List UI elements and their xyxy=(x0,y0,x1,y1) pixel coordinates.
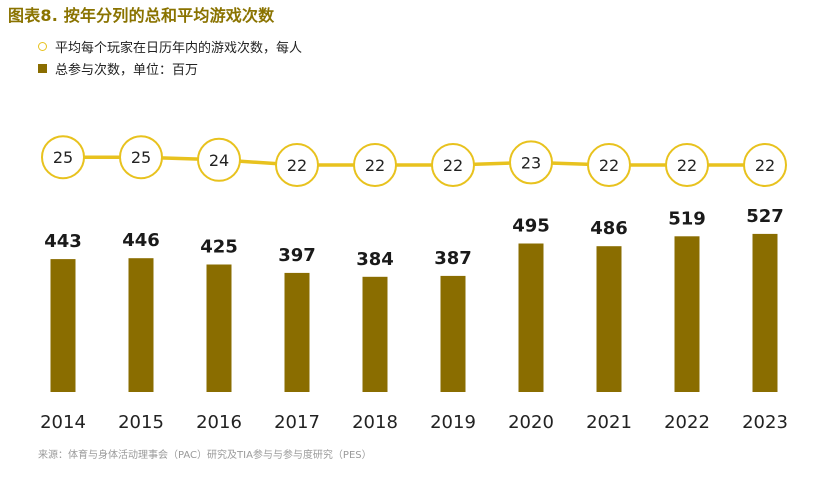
x-tick-label-2018: 2018 xyxy=(352,412,398,433)
line-value-label-2023: 22 xyxy=(755,156,775,175)
x-tick-label-2020: 2020 xyxy=(508,412,554,433)
bar-2021 xyxy=(596,246,622,392)
bar-value-label-2021: 486 xyxy=(590,218,628,239)
line-value-label-2020: 23 xyxy=(521,153,541,172)
line-value-label-2017: 22 xyxy=(287,156,307,175)
average-plays-line xyxy=(63,155,765,167)
x-tick-label-2019: 2019 xyxy=(430,412,476,433)
bar-2022 xyxy=(674,236,700,392)
bar-value-label-2023: 527 xyxy=(746,206,784,227)
bar-2015 xyxy=(128,258,154,392)
line-value-label-2021: 22 xyxy=(599,156,619,175)
line-point-2023 xyxy=(743,143,787,187)
x-tick-label-2015: 2015 xyxy=(118,412,164,433)
bar-value-label-2018: 384 xyxy=(356,249,394,270)
bar-2014 xyxy=(50,259,76,392)
source-note: 来源：体育与身体活动理事会（PAC）研究及TIA参与与参与度研究（PES） xyxy=(38,450,372,461)
bar-value-label-2019: 387 xyxy=(434,248,472,269)
bar-2016 xyxy=(206,264,232,392)
legend-item-average-plays: 平均每个玩家在日历年内的游戏次数，每人 xyxy=(38,37,302,56)
circle-marker-icon xyxy=(38,42,47,51)
legend-label-average-plays: 平均每个玩家在日历年内的游戏次数，每人 xyxy=(55,41,303,56)
line-point-2020 xyxy=(509,140,553,185)
line-point-2018 xyxy=(353,143,397,187)
bar-value-label-2015: 446 xyxy=(122,230,160,251)
x-tick-label-2016: 2016 xyxy=(196,412,242,433)
square-marker-icon xyxy=(38,64,47,73)
line-point-2021 xyxy=(587,143,631,187)
bar-value-label-2016: 425 xyxy=(200,237,238,258)
line-point-2017 xyxy=(275,143,319,187)
x-tick-label-2021: 2021 xyxy=(586,412,632,433)
bar-value-label-2022: 519 xyxy=(668,208,706,229)
legend-item-total-participation: 总参与次数，单位：百万 xyxy=(38,59,198,78)
line-value-label-2015: 25 xyxy=(131,148,151,167)
x-tick-label-2014: 2014 xyxy=(40,412,86,433)
line-point-2022 xyxy=(665,143,709,187)
x-tick-label-2017: 2017 xyxy=(274,412,320,433)
line-value-label-2019: 22 xyxy=(443,156,463,175)
legend-label-total-participation: 总参与次数，单位：百万 xyxy=(55,63,199,78)
line-value-label-2022: 22 xyxy=(677,156,697,175)
chart-title: 图表8. 按年分列的总和平均游戏次数 xyxy=(8,6,275,25)
line-value-label-2016: 24 xyxy=(209,151,229,170)
bar-2019 xyxy=(440,275,466,392)
bar-2020 xyxy=(518,243,544,392)
bar-2018 xyxy=(362,276,388,392)
x-tick-label-2022: 2022 xyxy=(664,412,710,433)
bar-value-label-2014: 443 xyxy=(44,231,82,252)
x-tick-label-2023: 2023 xyxy=(742,412,788,433)
line-point-2014 xyxy=(41,135,85,180)
line-point-2015 xyxy=(119,135,163,180)
bar-2017 xyxy=(284,272,310,392)
bar-value-label-2020: 495 xyxy=(512,216,550,237)
bar-value-label-2017: 397 xyxy=(278,245,316,266)
bar-2023 xyxy=(752,233,778,392)
line-value-label-2018: 22 xyxy=(365,156,385,175)
line-point-2016 xyxy=(197,137,241,182)
line-point-2019 xyxy=(431,143,475,187)
line-value-label-2014: 25 xyxy=(53,148,73,167)
